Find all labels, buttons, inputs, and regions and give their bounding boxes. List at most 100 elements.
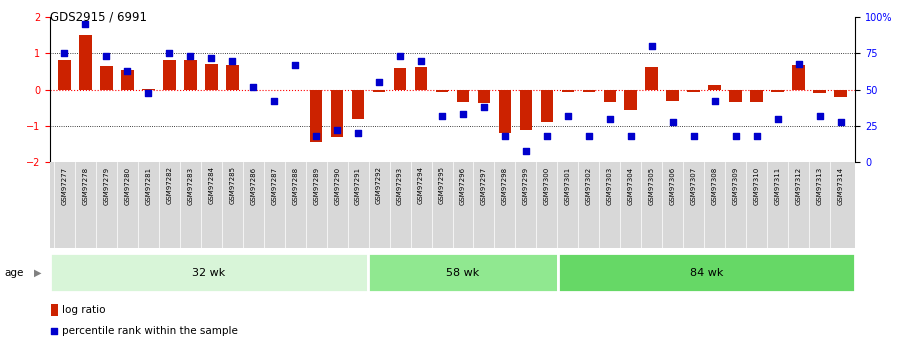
Text: GSM97310: GSM97310 [754,166,759,205]
Text: GSM97312: GSM97312 [795,166,802,205]
Bar [352,90,365,119]
Text: GSM97314: GSM97314 [837,166,843,205]
Text: 58 wk: 58 wk [446,268,480,277]
Text: log ratio: log ratio [62,305,106,315]
Text: GSM97300: GSM97300 [544,166,550,205]
Text: GSM97291: GSM97291 [355,166,361,205]
Point [267,99,281,104]
Text: 32 wk: 32 wk [192,268,225,277]
Text: GSM97293: GSM97293 [397,166,403,205]
Bar [121,70,134,90]
Text: GSM97313: GSM97313 [816,166,823,205]
Text: GSM97295: GSM97295 [439,166,445,205]
Bar [367,253,558,293]
Bar [645,67,658,90]
Point [665,119,680,124]
Point [582,133,596,139]
Text: GDS2915 / 6991: GDS2915 / 6991 [50,10,147,23]
Bar [331,90,343,137]
Point [813,113,827,119]
Bar [792,65,805,90]
Point [791,61,805,66]
Text: 84 wk: 84 wk [691,268,723,277]
Point [498,133,512,139]
Point [603,116,617,121]
Text: GSM97299: GSM97299 [523,166,529,205]
Text: GSM97303: GSM97303 [607,166,613,205]
Point [708,99,722,104]
Point [519,148,533,153]
Bar [519,90,532,129]
Text: GSM97302: GSM97302 [586,166,592,205]
Text: GSM97298: GSM97298 [502,166,508,205]
Text: GSM97309: GSM97309 [733,166,738,205]
Point [162,51,176,56]
Text: GSM97290: GSM97290 [334,166,340,205]
Point [283,195,298,201]
Point [560,113,575,119]
Text: GSM97308: GSM97308 [711,166,718,205]
Bar [666,90,679,101]
Text: GSM97297: GSM97297 [481,166,487,205]
Bar [604,90,616,102]
Text: GSM97277: GSM97277 [62,166,68,205]
Bar [373,90,386,92]
Bar [688,90,700,92]
Text: GSM97292: GSM97292 [376,166,382,205]
Bar [457,90,470,102]
Bar [750,90,763,102]
Text: GSM97284: GSM97284 [208,166,214,205]
Bar [540,90,553,122]
Point [414,58,428,63]
Text: age: age [5,268,24,277]
Bar [184,60,196,90]
Bar [394,68,406,90]
Bar [51,304,58,316]
Point [246,84,261,90]
Point [351,130,366,136]
Bar [499,90,511,133]
Bar [310,90,322,142]
Bar [163,60,176,90]
Text: GSM97285: GSM97285 [229,166,235,205]
Point [330,128,345,133]
Bar [562,90,574,91]
Bar [414,67,427,90]
Text: GSM97282: GSM97282 [167,166,172,205]
Text: GSM97286: GSM97286 [251,166,256,205]
Text: GSM97306: GSM97306 [670,166,676,205]
Bar [709,85,721,90]
Text: GSM97307: GSM97307 [691,166,697,205]
Bar [771,90,784,91]
Point [141,90,156,95]
Point [204,55,218,61]
Text: GSM97294: GSM97294 [418,166,424,205]
Point [770,116,785,121]
Point [372,80,386,85]
Point [309,133,323,139]
Text: GSM97280: GSM97280 [124,166,130,205]
Point [393,53,407,59]
Bar [478,90,491,104]
Bar [142,89,155,90]
Text: GSM97311: GSM97311 [775,166,781,205]
Point [539,133,554,139]
Point [834,119,848,124]
Point [100,53,114,59]
Point [434,113,449,119]
Text: GSM97281: GSM97281 [146,166,151,205]
Text: ▶: ▶ [34,268,42,277]
Point [456,111,471,117]
Point [624,133,638,139]
Text: GSM97296: GSM97296 [460,166,466,205]
Bar [50,253,367,293]
Bar [834,90,847,97]
Text: GSM97278: GSM97278 [82,166,89,205]
Point [120,68,135,73]
Text: GSM97283: GSM97283 [187,166,194,205]
Bar [205,63,217,90]
Bar [814,90,826,93]
Point [687,133,701,139]
Point [644,43,659,49]
Text: GSM97289: GSM97289 [313,166,319,205]
